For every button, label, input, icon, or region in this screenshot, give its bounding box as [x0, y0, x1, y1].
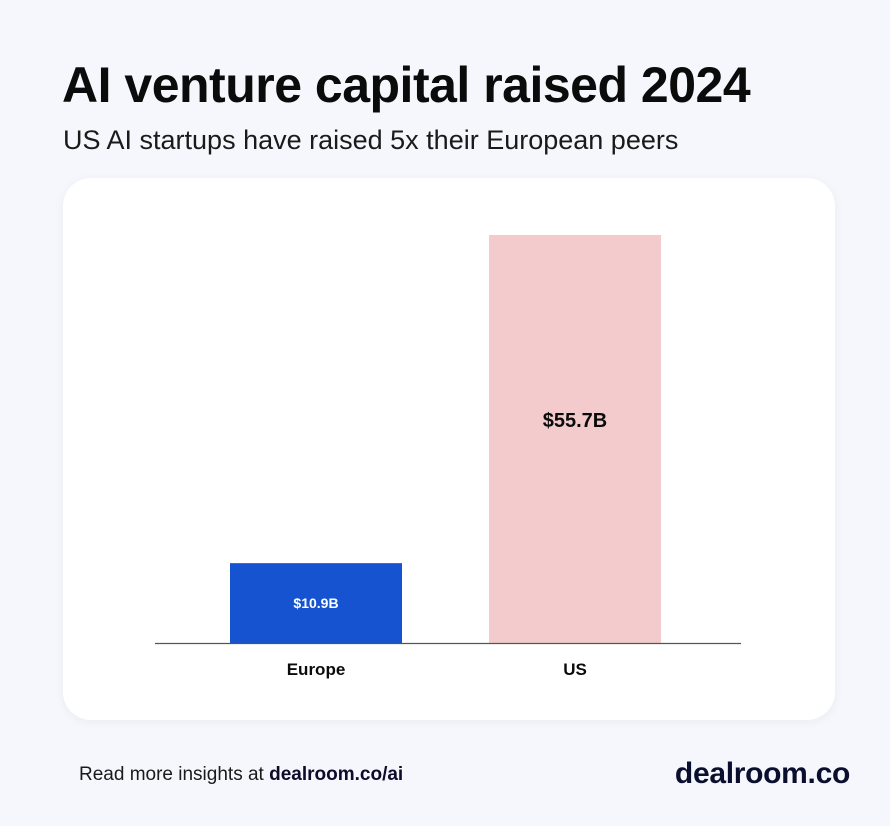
- chart-subtitle: US AI startups have raised 5x their Euro…: [63, 125, 679, 155]
- bar-europe: [230, 563, 402, 643]
- footer-note: Read more insights at dealroom.co/ai: [79, 764, 403, 786]
- footer-prefix: Read more insights at: [79, 764, 270, 785]
- bar-chart: $10.9B Europe $55.7B US: [155, 235, 741, 679]
- chart-title: AI venture capital raised 2024: [62, 57, 751, 113]
- chart-card: $10.9B Europe $55.7B US: [63, 178, 835, 720]
- bar-us: [489, 235, 661, 643]
- x-tick-label: Europe: [287, 660, 346, 679]
- bar-value-label: $10.9B: [293, 595, 338, 611]
- footer-link[interactable]: dealroom.co/ai: [269, 764, 404, 785]
- bar-value-label: $55.7B: [543, 410, 608, 432]
- x-tick-label: US: [563, 660, 587, 679]
- dealroom-logo: dealroom.co: [674, 757, 850, 790]
